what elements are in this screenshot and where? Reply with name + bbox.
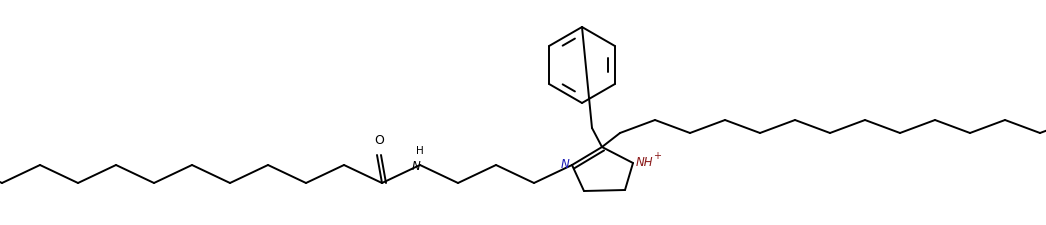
Text: O: O bbox=[374, 134, 384, 147]
Text: NH: NH bbox=[636, 155, 654, 169]
Text: H: H bbox=[416, 146, 424, 156]
Text: N: N bbox=[561, 158, 569, 171]
Text: +: + bbox=[653, 151, 661, 161]
Text: N: N bbox=[411, 160, 420, 173]
